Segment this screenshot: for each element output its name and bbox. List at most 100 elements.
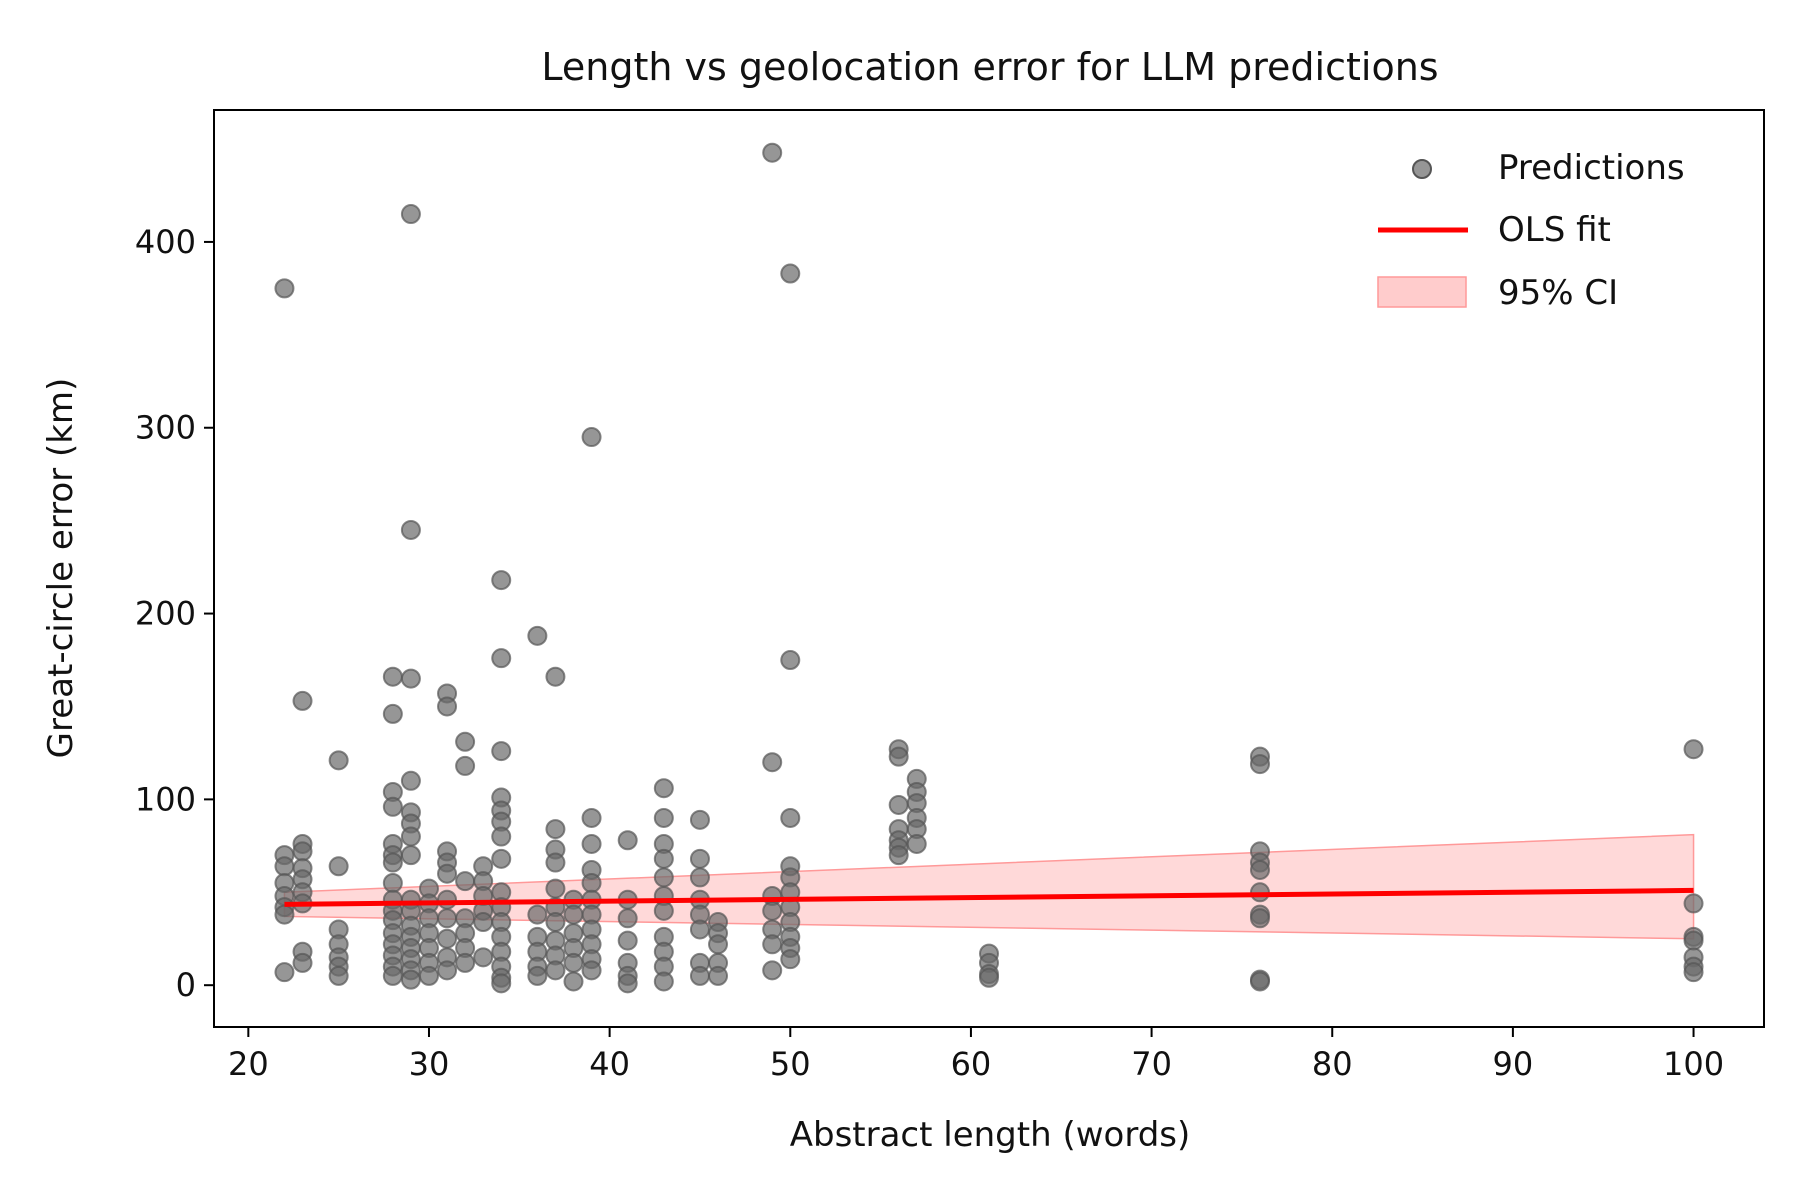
data-point bbox=[491, 570, 512, 591]
data-point bbox=[274, 962, 295, 983]
data-point bbox=[617, 908, 638, 929]
data-point bbox=[400, 826, 421, 847]
data-point bbox=[400, 519, 421, 540]
plot-area bbox=[213, 109, 1765, 1028]
data-point bbox=[888, 746, 909, 767]
data-point bbox=[708, 934, 729, 955]
data-point bbox=[382, 703, 403, 724]
data-point bbox=[653, 807, 674, 828]
data-point bbox=[780, 807, 801, 828]
data-point bbox=[581, 960, 602, 981]
legend-predictions-marker bbox=[1412, 159, 1432, 179]
data-point bbox=[400, 969, 421, 990]
data-point bbox=[491, 973, 512, 994]
data-point bbox=[382, 872, 403, 893]
data-point bbox=[653, 778, 674, 799]
data-point bbox=[780, 263, 801, 284]
data-point bbox=[437, 928, 458, 949]
data-point bbox=[545, 912, 566, 933]
data-point bbox=[400, 770, 421, 791]
x-tick-label: 70 bbox=[1131, 1045, 1172, 1083]
data-point bbox=[689, 867, 710, 888]
x-tick-label: 50 bbox=[770, 1045, 811, 1083]
data-point bbox=[382, 666, 403, 687]
y-tick-label: 200 bbox=[135, 595, 196, 633]
data-point bbox=[689, 965, 710, 986]
data-point bbox=[653, 900, 674, 921]
data-point bbox=[491, 826, 512, 847]
data-point bbox=[689, 809, 710, 830]
data-point bbox=[455, 731, 476, 752]
data-point bbox=[455, 952, 476, 973]
data-point bbox=[527, 904, 548, 925]
data-point bbox=[780, 949, 801, 970]
data-point bbox=[491, 848, 512, 869]
data-point bbox=[617, 830, 638, 851]
data-point bbox=[418, 965, 439, 986]
data-point bbox=[382, 852, 403, 873]
data-point bbox=[437, 696, 458, 717]
data-point bbox=[979, 967, 999, 988]
data-point bbox=[581, 427, 602, 448]
data-point bbox=[563, 904, 584, 925]
data-point bbox=[274, 904, 295, 925]
data-point bbox=[581, 807, 602, 828]
y-tick-label: 100 bbox=[135, 780, 196, 818]
axes-frame bbox=[213, 109, 1765, 1028]
fit-line-layer bbox=[284, 887, 1694, 907]
data-point bbox=[888, 794, 909, 815]
data-point bbox=[455, 871, 476, 892]
data-point bbox=[906, 833, 927, 854]
data-point bbox=[617, 930, 638, 951]
data-point bbox=[382, 965, 403, 986]
data-point bbox=[274, 856, 295, 877]
data-point bbox=[689, 848, 710, 869]
data-point bbox=[274, 278, 295, 299]
data-point bbox=[545, 666, 566, 687]
data-point bbox=[1249, 754, 1270, 775]
data-point bbox=[437, 863, 458, 884]
x-tick-label: 20 bbox=[228, 1045, 269, 1083]
x-axis-label: Abstract length (words) bbox=[790, 1115, 1191, 1155]
data-point bbox=[545, 819, 566, 840]
data-point bbox=[292, 952, 313, 973]
y-tick-label: 0 bbox=[176, 966, 196, 1004]
data-point bbox=[437, 960, 458, 981]
data-point bbox=[1249, 908, 1270, 929]
data-point bbox=[689, 919, 710, 940]
data-point bbox=[581, 833, 602, 854]
data-point bbox=[708, 965, 729, 986]
data-point bbox=[437, 889, 458, 910]
data-point bbox=[762, 900, 783, 921]
data-point bbox=[491, 741, 512, 762]
x-tick-label: 100 bbox=[1663, 1045, 1724, 1083]
data-point bbox=[1249, 971, 1270, 992]
data-point bbox=[527, 965, 548, 986]
data-point bbox=[653, 867, 674, 888]
data-point bbox=[400, 845, 421, 866]
x-axis: 20 30 40 50 60 70 80 90 100 bbox=[228, 1027, 1724, 1083]
data-point bbox=[545, 852, 566, 873]
data-point bbox=[762, 960, 783, 981]
data-point bbox=[563, 952, 584, 973]
y-axis-label: Great-circle error (km) bbox=[41, 378, 81, 759]
data-point bbox=[437, 908, 458, 929]
y-tick-label: 400 bbox=[135, 223, 196, 261]
data-point bbox=[400, 204, 421, 225]
y-tick-label: 300 bbox=[135, 409, 196, 447]
data-point bbox=[473, 912, 494, 933]
legend-ci-label: 95% CI bbox=[1498, 273, 1618, 313]
data-point bbox=[545, 878, 566, 899]
legend: Predictions OLS fit 95% CI bbox=[1377, 148, 1685, 313]
data-point bbox=[292, 841, 313, 862]
data-point bbox=[653, 848, 674, 869]
data-point bbox=[762, 934, 783, 955]
data-point bbox=[455, 755, 476, 776]
y-axis: 0 100 200 300 400 bbox=[135, 223, 214, 1004]
x-tick-label: 30 bbox=[409, 1045, 450, 1083]
data-point bbox=[762, 752, 783, 773]
x-tick-label: 80 bbox=[1312, 1045, 1353, 1083]
data-point bbox=[888, 845, 909, 866]
